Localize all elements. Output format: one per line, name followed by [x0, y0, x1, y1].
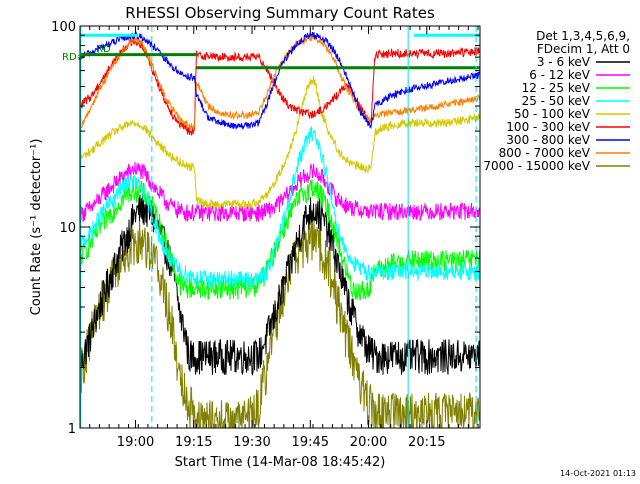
legend-label-3: 25 - 50 keV [522, 94, 591, 108]
y-axis: 1 10 100 [51, 20, 480, 437]
timestamp: 14-Oct-2021 01:13 [560, 469, 636, 478]
series-layer [79, 30, 481, 429]
legend-label-1: 6 - 12 keV [529, 68, 591, 82]
legend-header-line-2: FDecim 1, Att 0 [537, 42, 630, 56]
legend: Det 1,3,4,5,6,9, FDecim 1, Att 0 3 - 6 k… [483, 29, 630, 173]
x-tick-label-4: 20:00 [350, 435, 387, 450]
x-tick-label-0: 19:00 [117, 435, 154, 450]
legend-label-5: 100 - 300 keV [506, 120, 590, 134]
legend-header-line-1: Det 1,3,4,5,6,9, [536, 29, 630, 43]
annotation-rd: RD [96, 44, 111, 55]
x-tick-label-5: 20:15 [408, 435, 445, 450]
series-line-4 [79, 75, 481, 210]
legend-label-8: 7000 - 15000 keV [483, 159, 590, 173]
x-tick-label-3: 19:45 [292, 435, 329, 450]
series-line-0 [79, 193, 481, 377]
series-line-3 [79, 126, 481, 289]
x-tick-label-1: 19:15 [175, 435, 212, 450]
y-tick-label-0: 1 [68, 422, 76, 437]
legend-label-0: 3 - 6 keV [537, 55, 591, 69]
legend-label-2: 12 - 25 keV [522, 81, 591, 95]
rd-flag-layer [80, 33, 480, 70]
y-tick-label-1: 10 [59, 221, 76, 236]
annotation-rd-hash: RD# [62, 52, 85, 63]
series-line-1 [79, 161, 481, 224]
x-axis: 19:00 19:15 19:30 19:45 20:00 20:15 [79, 26, 479, 450]
y-tick-label-2: 100 [51, 20, 76, 35]
legend-label-4: 50 - 100 keV [514, 107, 591, 121]
y-axis-label: Count Rate (s⁻¹ detector⁻¹) [29, 139, 44, 316]
chart-title: RHESSI Observing Summary Count Rates [125, 4, 435, 22]
x-tick-label-2: 19:30 [233, 435, 270, 450]
legend-label-7: 800 - 7000 keV [499, 146, 591, 160]
legend-label-6: 300 - 800 keV [506, 133, 590, 147]
x-axis-label: Start Time (14-Mar-08 18:45:42) [175, 455, 386, 470]
